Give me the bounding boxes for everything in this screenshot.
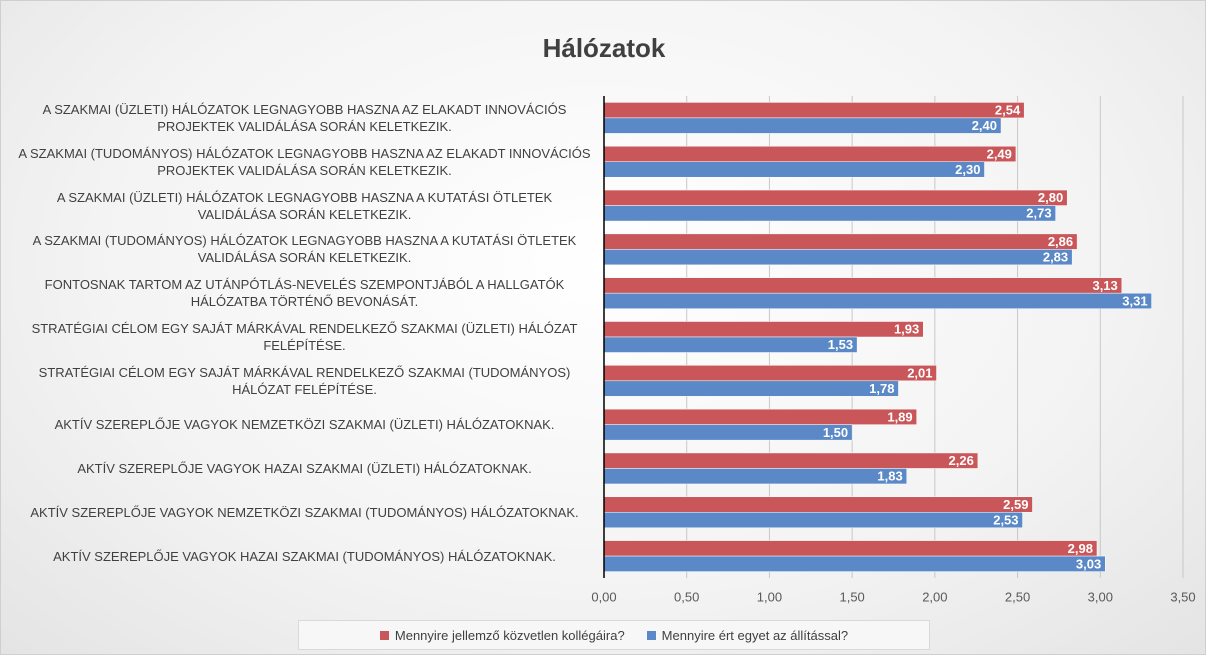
bar bbox=[603, 468, 907, 485]
bar bbox=[603, 249, 1073, 266]
bar bbox=[603, 424, 853, 441]
value-label: 1,83 bbox=[877, 469, 902, 484]
value-label: 2,80 bbox=[1038, 190, 1063, 205]
x-tick-label: 3,00 bbox=[1088, 589, 1113, 604]
value-label: 2,26 bbox=[949, 453, 974, 468]
category-label: STRATÉGIAI CÉLOM EGY SAJÁT MÁRKÁVAL REND… bbox=[31, 321, 578, 354]
bar bbox=[603, 496, 1033, 513]
bar bbox=[603, 336, 858, 353]
bar bbox=[603, 189, 1068, 206]
category-label: STRATÉGIAI CÉLOM EGY SAJÁT MÁRKÁVAL REND… bbox=[38, 364, 571, 397]
legend-label: Mennyire ért egyet az állítással? bbox=[661, 627, 849, 643]
bar bbox=[603, 102, 1025, 119]
value-label: 3,03 bbox=[1076, 556, 1101, 571]
value-label: 2,86 bbox=[1048, 234, 1073, 249]
bar bbox=[603, 408, 917, 425]
category-label: FONTOSNAK TARTOM AZ UTÁNPÓTLÁS-NEVELÉS S… bbox=[44, 277, 565, 310]
value-label: 1,89 bbox=[887, 409, 912, 424]
bar bbox=[603, 540, 1098, 557]
category-label: A SZAKMAI (TUDOMÁNYOS) HÁLÓZATOK LEGNAGY… bbox=[32, 233, 577, 266]
x-tick-label: 0,50 bbox=[674, 589, 699, 604]
value-label: 2,54 bbox=[995, 103, 1021, 118]
legend-swatch bbox=[379, 630, 389, 640]
value-label: 2,59 bbox=[1003, 497, 1028, 512]
value-label: 1,93 bbox=[894, 322, 919, 337]
x-tick-label: 3,50 bbox=[1170, 589, 1195, 604]
x-tick-label: 1,00 bbox=[757, 589, 782, 604]
category-label: A SZAKMAI (ÜZLETI) HÁLÓZATOK LEGNAGYOBB … bbox=[56, 189, 553, 222]
bar bbox=[603, 277, 1123, 294]
bar bbox=[603, 161, 985, 178]
bar bbox=[603, 512, 1023, 529]
x-tick-label: 0,00 bbox=[591, 589, 616, 604]
category-label: A SZAKMAI (TUDOMÁNYOS) HÁLÓZATOK LEGNAGY… bbox=[18, 145, 591, 178]
value-label: 2,49 bbox=[987, 146, 1012, 161]
legend-swatch bbox=[646, 630, 656, 640]
category-label: AKTÍV SZEREPLŐJE VAGYOK HAZAI SZAKMAI (Ü… bbox=[77, 461, 532, 477]
bar bbox=[603, 145, 1017, 162]
bar bbox=[603, 365, 937, 382]
bar bbox=[603, 117, 1002, 134]
value-label: 2,83 bbox=[1043, 250, 1068, 265]
value-label: 2,98 bbox=[1068, 541, 1093, 556]
bar bbox=[603, 452, 979, 469]
legend-label: Mennyire jellemző közvetlen kollégáira? bbox=[394, 627, 625, 643]
value-label: 1,53 bbox=[828, 337, 853, 352]
value-label: 2,53 bbox=[993, 512, 1018, 527]
bar bbox=[603, 321, 924, 338]
value-label: 2,01 bbox=[907, 366, 932, 381]
category-label: AKTÍV SZEREPLŐJE VAGYOK HAZAI SZAKMAI (T… bbox=[53, 548, 556, 564]
value-label: 1,78 bbox=[869, 381, 894, 396]
legend-item: Mennyire ért egyet az állítással? bbox=[646, 627, 849, 643]
category-label: AKTÍV SZEREPLŐJE VAGYOK NEMZETKÖZI SZAKM… bbox=[54, 417, 555, 433]
x-tick-label: 2,00 bbox=[922, 589, 947, 604]
bar bbox=[603, 555, 1106, 572]
value-label: 2,30 bbox=[955, 162, 980, 177]
legend-item: Mennyire jellemző közvetlen kollégáira? bbox=[379, 627, 625, 643]
bar bbox=[603, 233, 1078, 250]
bar bbox=[603, 292, 1152, 309]
chart-title: Hálózatok bbox=[542, 33, 666, 63]
bar bbox=[603, 380, 899, 397]
category-label: AKTÍV SZEREPLŐJE VAGYOK NEMZETKÖZI SZAKM… bbox=[30, 504, 579, 520]
value-label: 1,50 bbox=[823, 425, 848, 440]
value-label: 3,13 bbox=[1092, 278, 1117, 293]
x-tick-label: 1,50 bbox=[839, 589, 864, 604]
value-label: 2,40 bbox=[972, 118, 997, 133]
x-tick-label: 2,50 bbox=[1005, 589, 1030, 604]
bar bbox=[603, 205, 1056, 222]
value-label: 3,31 bbox=[1122, 293, 1147, 308]
value-label: 2,73 bbox=[1026, 206, 1051, 221]
legend: Mennyire jellemző közvetlen kollégáira? M… bbox=[298, 620, 930, 650]
category-label: A SZAKMAI (ÜZLETI) HÁLÓZATOK LEGNAGYOBB … bbox=[42, 102, 567, 134]
